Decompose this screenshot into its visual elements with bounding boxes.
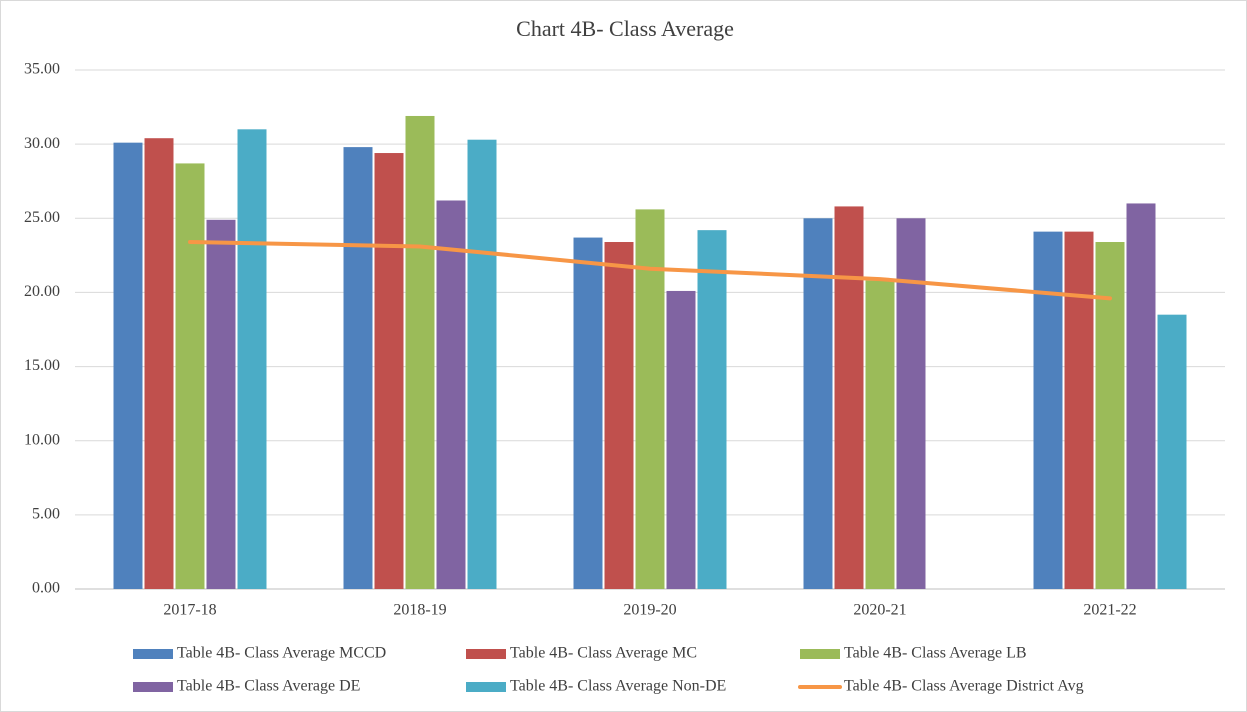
- y-tick-label: 35.00: [24, 61, 60, 78]
- legend-swatch: [466, 649, 506, 659]
- y-tick-label: 0.00: [32, 580, 60, 597]
- x-tick-label: 2018-19: [393, 602, 446, 619]
- bar: [865, 280, 895, 589]
- bar: [666, 290, 696, 589]
- bar: [697, 230, 727, 590]
- bar: [206, 219, 236, 590]
- legend-swatch: [133, 682, 173, 692]
- bar: [113, 142, 143, 589]
- bar: [144, 138, 174, 589]
- bar: [573, 237, 603, 589]
- bar: [374, 153, 404, 590]
- bar: [467, 139, 497, 590]
- y-tick-label: 30.00: [24, 135, 60, 152]
- legend-label: Table 4B- Class Average MCCD: [177, 645, 386, 662]
- x-tick-label: 2017-18: [163, 602, 216, 619]
- x-tick-label: 2021-22: [1083, 602, 1136, 619]
- bar: [237, 129, 267, 590]
- bar: [1033, 231, 1063, 590]
- bar: [1064, 231, 1094, 590]
- bar: [436, 200, 466, 589]
- y-tick-label: 15.00: [24, 357, 60, 374]
- y-tick-label: 25.00: [24, 209, 60, 226]
- line: [188, 240, 1112, 301]
- x-tick-label: 2019-20: [623, 602, 676, 619]
- legend-swatch: [800, 649, 840, 659]
- chart-title: Chart 4B- Class Average: [516, 16, 734, 41]
- legend-label: Table 4B- Class Average MC: [510, 645, 697, 662]
- bar: [803, 218, 833, 590]
- x-tick-label: 2020-21: [853, 602, 906, 619]
- bar: [175, 163, 205, 590]
- legend-swatch: [466, 682, 506, 692]
- legend-label: Table 4B- Class Average DE: [177, 678, 360, 695]
- y-tick-label: 5.00: [32, 506, 60, 523]
- bar: [343, 147, 373, 589]
- legend-swatch: [133, 649, 173, 659]
- bar: [1095, 242, 1125, 590]
- y-tick-label: 10.00: [24, 431, 60, 448]
- bar: [635, 209, 665, 590]
- bar: [896, 218, 926, 590]
- legend-label: Table 4B- Class Average Non-DE: [510, 678, 726, 695]
- bar: [834, 206, 864, 589]
- bar: [1157, 314, 1187, 589]
- bar: [1126, 203, 1156, 589]
- legend-label: Table 4B- Class Average LB: [844, 645, 1027, 662]
- y-tick-label: 20.00: [24, 283, 60, 300]
- bar: [604, 242, 634, 590]
- bar: [405, 115, 435, 590]
- legend-label: Table 4B- Class Average District Avg: [844, 678, 1084, 695]
